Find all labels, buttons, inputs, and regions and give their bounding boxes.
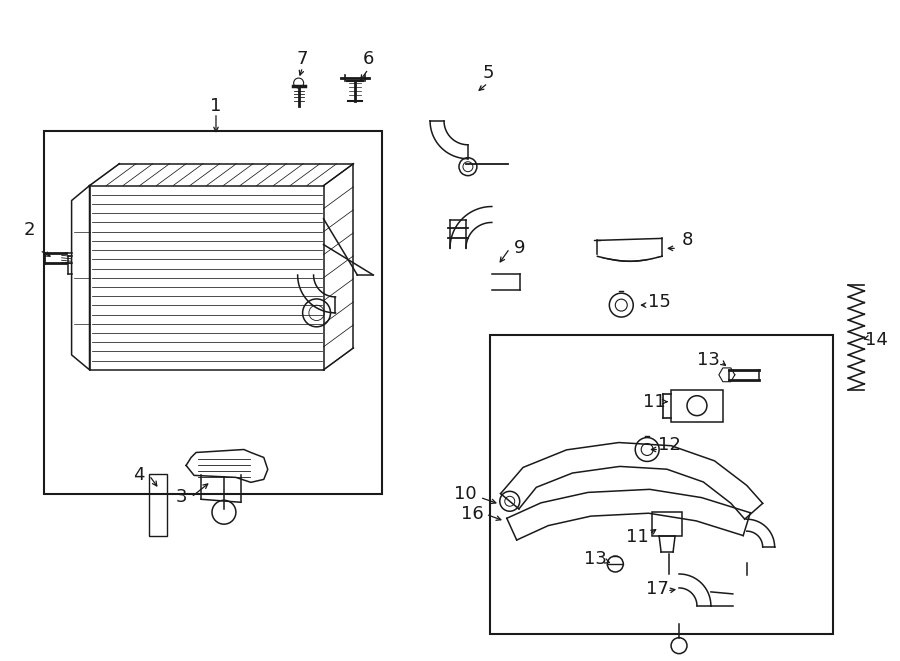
- Text: 11: 11: [626, 528, 649, 546]
- Text: 6: 6: [363, 50, 374, 68]
- Bar: [671, 390, 723, 422]
- Text: 1: 1: [211, 97, 221, 115]
- Text: 5: 5: [482, 64, 493, 82]
- Text: 10: 10: [454, 485, 476, 503]
- Text: 13: 13: [698, 351, 720, 369]
- Text: 11: 11: [643, 393, 665, 410]
- Text: 9: 9: [514, 239, 526, 257]
- Text: 2: 2: [24, 221, 35, 239]
- Text: 3: 3: [176, 488, 187, 506]
- Text: 16: 16: [461, 505, 483, 524]
- Text: 17: 17: [645, 580, 669, 598]
- Bar: [149, 475, 167, 536]
- Text: 12: 12: [658, 436, 680, 453]
- Text: 13: 13: [584, 550, 607, 568]
- Text: 4: 4: [133, 467, 145, 485]
- Text: 7: 7: [297, 50, 309, 68]
- Text: 8: 8: [681, 231, 693, 249]
- Bar: [490, 335, 833, 634]
- Text: 14: 14: [865, 331, 887, 349]
- Bar: [652, 512, 682, 536]
- Text: 15: 15: [648, 293, 670, 311]
- Bar: [44, 131, 382, 494]
